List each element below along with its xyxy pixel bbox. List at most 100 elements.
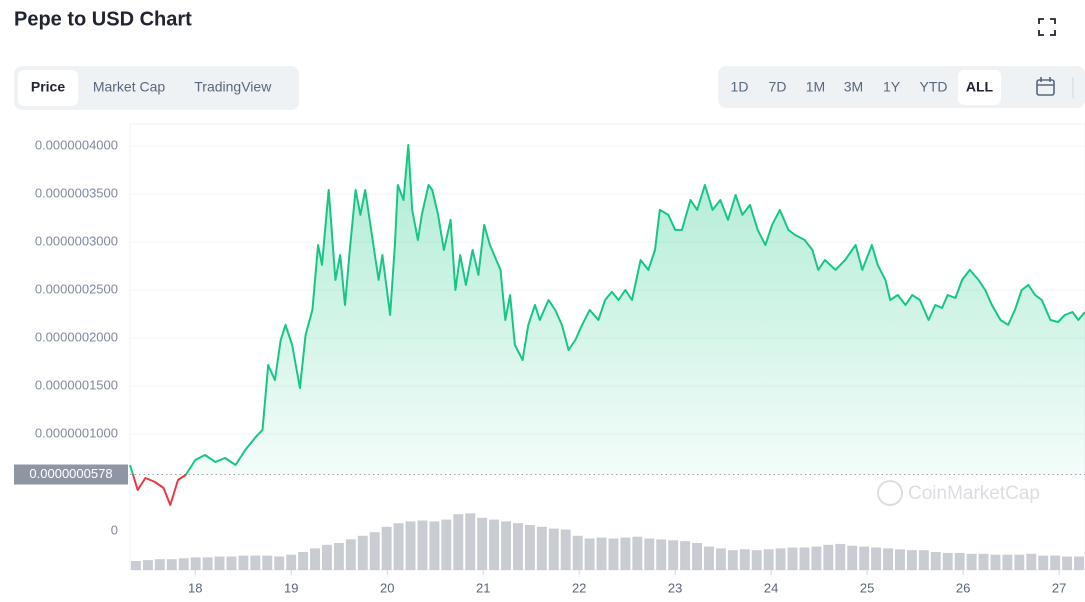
- volume-bar: [811, 546, 822, 570]
- volume-bar: [489, 519, 500, 570]
- volume-bar: [1002, 554, 1013, 570]
- volume-bar: [190, 557, 201, 570]
- volume-bar: [214, 556, 225, 570]
- x-tick-label: 19: [284, 580, 298, 595]
- y-tick-label: 0.0000001500: [35, 377, 118, 392]
- volume-bar: [465, 513, 476, 570]
- volume-bar: [906, 550, 917, 570]
- y-tick-label: 0.0000002500: [35, 281, 118, 296]
- volume-bar: [477, 517, 488, 570]
- volume-bar: [620, 537, 631, 570]
- range-label[interactable]: 7D: [769, 79, 787, 95]
- price-line: [129, 143, 1085, 506]
- x-tick-label: 24: [764, 580, 778, 595]
- volume-bar: [357, 535, 368, 570]
- tab-label[interactable]: Price: [31, 79, 65, 95]
- range-label[interactable]: YTD: [920, 79, 948, 95]
- volume-bar: [966, 553, 977, 570]
- tab[interactable]: [18, 70, 78, 106]
- y-tick-label: 0.0000003500: [35, 185, 118, 200]
- volume-bar: [417, 520, 428, 570]
- volume-bar: [274, 556, 285, 570]
- range-label[interactable]: 1D: [731, 79, 749, 95]
- volume-bar: [859, 546, 870, 570]
- volume-bar: [202, 557, 213, 570]
- volume-bar: [333, 543, 344, 570]
- volume-bar: [930, 552, 941, 570]
- volume-bar: [369, 532, 380, 570]
- volume-bar: [1074, 556, 1084, 570]
- volume-bar: [978, 553, 989, 570]
- volume-bar: [1062, 556, 1073, 570]
- x-tick-label: 18: [188, 580, 202, 595]
- volume-bar: [739, 549, 750, 570]
- volume-bar: [238, 555, 249, 570]
- watermark: CoinMarketCap: [877, 480, 1040, 506]
- plot-frame: [129, 123, 1085, 571]
- watermark-text: CoinMarketCap: [908, 483, 1040, 504]
- volume-bar: [656, 539, 667, 570]
- x-tick-label: 27: [1052, 580, 1066, 595]
- volume-bar: [131, 561, 141, 570]
- range-label[interactable]: 1Y: [883, 79, 901, 95]
- volume-bar: [393, 523, 404, 570]
- volume-bar: [895, 549, 905, 570]
- volume-bar: [250, 555, 261, 570]
- volume-bar: [1014, 554, 1025, 570]
- y-tick-label: 0.0000001000: [35, 425, 118, 440]
- volume-bar: [1038, 555, 1049, 570]
- volume-bar: [560, 529, 571, 570]
- volume-bar: [178, 558, 189, 570]
- volume-bar: [751, 550, 762, 570]
- y2-tick-label: 0: [111, 522, 118, 537]
- volume-bar: [322, 544, 332, 570]
- fullscreen-icon[interactable]: [1038, 18, 1056, 36]
- volume-bar: [1050, 555, 1061, 570]
- tab-bar: [14, 66, 299, 110]
- range-label[interactable]: 3M: [844, 79, 863, 95]
- volume-bar: [166, 559, 177, 570]
- volume-bar: [226, 556, 237, 570]
- volume-bar: [381, 526, 392, 570]
- volume-bar: [775, 548, 786, 570]
- volume-bar: [262, 555, 273, 570]
- baseline-label-box: [14, 464, 128, 485]
- volume-bar: [632, 536, 643, 570]
- volume-bar: [429, 521, 440, 570]
- volume-bar: [644, 538, 655, 570]
- range-label[interactable]: ALL: [966, 79, 994, 95]
- volume-bar: [847, 545, 858, 570]
- volume-bar: [405, 521, 416, 570]
- volume-bar: [727, 550, 738, 570]
- volume-bar: [990, 554, 1001, 570]
- volume-bar: [298, 552, 309, 570]
- x-tick-label: 23: [668, 580, 682, 595]
- volume-bar: [513, 523, 523, 570]
- volume-bar: [692, 543, 702, 570]
- volume-bar: [142, 560, 153, 570]
- volume-bar: [715, 548, 726, 570]
- volume-bar: [1026, 553, 1037, 570]
- volume-bar: [572, 535, 583, 570]
- calendar-icon[interactable]: [1036, 77, 1055, 96]
- volume-bar: [680, 541, 691, 570]
- volume-bar: [286, 554, 297, 570]
- tab-label[interactable]: TradingView: [194, 79, 272, 95]
- x-tick-label: 20: [380, 580, 394, 595]
- volume-bar: [154, 559, 165, 570]
- tab-label[interactable]: Market Cap: [93, 79, 166, 95]
- volume-bar: [668, 540, 679, 570]
- volume-bar: [763, 549, 774, 570]
- range-button[interactable]: [958, 70, 1001, 105]
- volume-bar: [596, 537, 607, 570]
- x-tick-label: 26: [956, 580, 970, 595]
- chart-title: Pepe to USD Chart: [14, 8, 192, 30]
- volume-bar: [954, 552, 965, 570]
- x-tick-label: 25: [860, 580, 874, 595]
- volume-bar: [584, 538, 595, 570]
- range-label[interactable]: 1M: [806, 79, 825, 95]
- volume-bar: [823, 544, 834, 570]
- volume-bar: [536, 526, 547, 570]
